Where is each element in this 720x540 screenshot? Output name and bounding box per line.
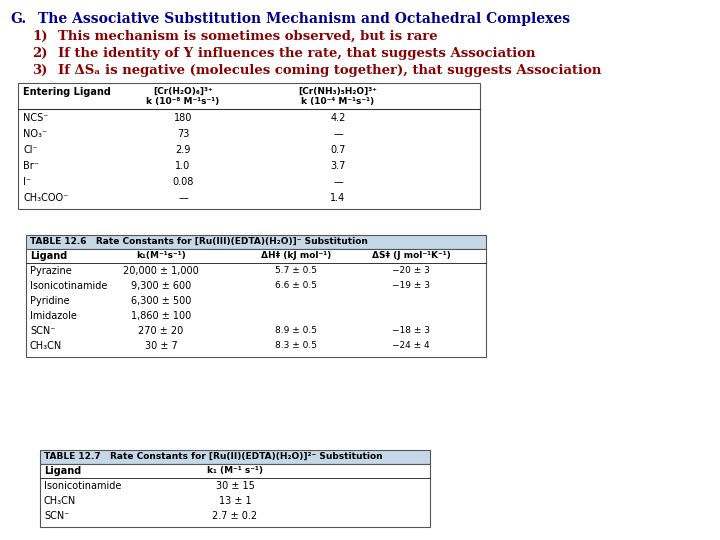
- Text: Entering Ligand: Entering Ligand: [23, 87, 111, 97]
- Text: 2.9: 2.9: [175, 145, 191, 155]
- Text: 3.7: 3.7: [330, 161, 346, 171]
- Text: Ligand: Ligand: [30, 251, 67, 261]
- Text: Isonicotinamide: Isonicotinamide: [30, 281, 107, 291]
- Text: —: —: [178, 193, 188, 203]
- Text: Ligand: Ligand: [44, 466, 81, 476]
- Text: This mechanism is sometimes observed, but is rare: This mechanism is sometimes observed, bu…: [58, 30, 438, 43]
- Text: 180: 180: [174, 113, 192, 123]
- Text: Pyridine: Pyridine: [30, 296, 70, 306]
- Text: CH₃COO⁻: CH₃COO⁻: [23, 193, 68, 203]
- Text: 5.7 ± 0.5: 5.7 ± 0.5: [275, 266, 317, 275]
- Text: ΔH‡ (kJ mol⁻¹): ΔH‡ (kJ mol⁻¹): [261, 251, 331, 260]
- Bar: [26, 235, 486, 249]
- Text: 1,860 ± 100: 1,860 ± 100: [131, 311, 191, 321]
- Bar: [18, 83, 480, 209]
- Text: 20,000 ± 1,000: 20,000 ± 1,000: [123, 266, 199, 276]
- Text: If ΔSₐ is negative (molecules coming together), that suggests Association: If ΔSₐ is negative (molecules coming tog…: [58, 64, 601, 77]
- Text: 2): 2): [32, 47, 48, 60]
- Text: 2.7 ± 0.2: 2.7 ± 0.2: [212, 511, 258, 521]
- Text: The Associative Substitution Mechanism and Octahedral Complexes: The Associative Substitution Mechanism a…: [38, 12, 570, 26]
- Text: 6,300 ± 500: 6,300 ± 500: [131, 296, 192, 306]
- Text: 73: 73: [177, 129, 189, 139]
- Text: 270 ± 20: 270 ± 20: [138, 326, 184, 336]
- Text: G.: G.: [10, 12, 26, 26]
- Text: 3): 3): [32, 64, 48, 77]
- Text: CH₃CN: CH₃CN: [30, 341, 62, 351]
- Bar: [40, 450, 430, 464]
- Text: 4.2: 4.2: [330, 113, 346, 123]
- Bar: [40, 464, 430, 527]
- Text: −18 ± 3: −18 ± 3: [392, 326, 430, 335]
- Text: 30 ± 7: 30 ± 7: [145, 341, 177, 351]
- Text: I⁻: I⁻: [23, 177, 31, 187]
- Text: If the identity of Y influences the rate, that suggests Association: If the identity of Y influences the rate…: [58, 47, 536, 60]
- Text: 8.9 ± 0.5: 8.9 ± 0.5: [275, 326, 317, 335]
- Text: [Cr(NH₃)₅H₂O]³⁺: [Cr(NH₃)₅H₂O]³⁺: [299, 87, 377, 96]
- Text: NCS⁻: NCS⁻: [23, 113, 48, 123]
- Text: [Cr(H₂O)₆]³⁺: [Cr(H₂O)₆]³⁺: [153, 87, 213, 96]
- Text: k (10⁻⁴ M⁻¹s⁻¹): k (10⁻⁴ M⁻¹s⁻¹): [302, 97, 374, 106]
- Text: Br⁻: Br⁻: [23, 161, 39, 171]
- Text: CH₃CN: CH₃CN: [44, 496, 76, 506]
- Text: −20 ± 3: −20 ± 3: [392, 266, 430, 275]
- Text: 0.08: 0.08: [172, 177, 194, 187]
- Text: k (10⁻⁸ M⁻¹s⁻¹): k (10⁻⁸ M⁻¹s⁻¹): [146, 97, 220, 106]
- Bar: [26, 249, 486, 357]
- Text: TABLE 12.6   Rate Constants for [Ru(III)(EDTA)(H₂O)]⁻ Substitution: TABLE 12.6 Rate Constants for [Ru(III)(E…: [30, 237, 368, 246]
- Text: −19 ± 3: −19 ± 3: [392, 281, 430, 290]
- Text: Imidazole: Imidazole: [30, 311, 77, 321]
- Text: NO₃⁻: NO₃⁻: [23, 129, 47, 139]
- Text: 8.3 ± 0.5: 8.3 ± 0.5: [275, 341, 317, 350]
- Text: 9,300 ± 600: 9,300 ± 600: [131, 281, 191, 291]
- Text: SCN⁻: SCN⁻: [30, 326, 55, 336]
- Text: —: —: [333, 129, 343, 139]
- Text: —: —: [333, 177, 343, 187]
- Text: 1): 1): [32, 30, 48, 43]
- Text: 1.0: 1.0: [176, 161, 191, 171]
- Text: ΔS‡ (J mol⁻¹K⁻¹): ΔS‡ (J mol⁻¹K⁻¹): [372, 251, 451, 260]
- Text: TABLE 12.7   Rate Constants for [Ru(II)(EDTA)(H₂O)]²⁻ Substitution: TABLE 12.7 Rate Constants for [Ru(II)(ED…: [44, 452, 382, 461]
- Text: Pyrazine: Pyrazine: [30, 266, 72, 276]
- Text: SCN⁻: SCN⁻: [44, 511, 69, 521]
- Text: 13 ± 1: 13 ± 1: [219, 496, 251, 506]
- Text: 0.7: 0.7: [330, 145, 346, 155]
- Text: 30 ± 15: 30 ± 15: [215, 481, 254, 491]
- Text: Isonicotinamide: Isonicotinamide: [44, 481, 122, 491]
- Text: −24 ± 4: −24 ± 4: [392, 341, 430, 350]
- Text: k₁ (M⁻¹ s⁻¹): k₁ (M⁻¹ s⁻¹): [207, 466, 263, 475]
- Text: Cl⁻: Cl⁻: [23, 145, 37, 155]
- Text: 6.6 ± 0.5: 6.6 ± 0.5: [275, 281, 317, 290]
- Text: k₁(M⁻¹s⁻¹): k₁(M⁻¹s⁻¹): [136, 251, 186, 260]
- Text: 1.4: 1.4: [330, 193, 346, 203]
